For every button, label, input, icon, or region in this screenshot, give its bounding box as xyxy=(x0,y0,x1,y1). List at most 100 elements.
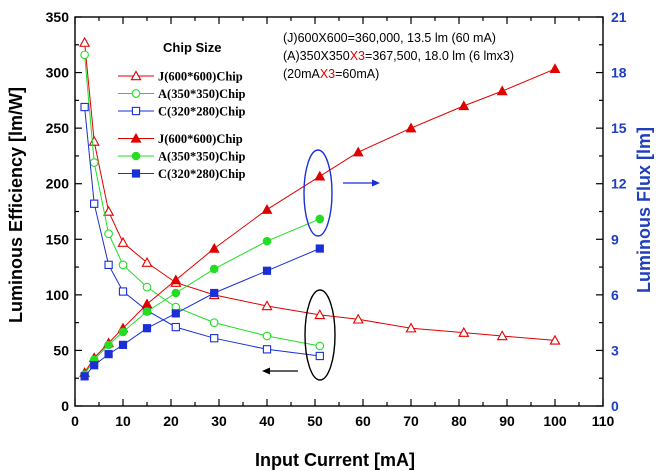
y-tick-label: 0 xyxy=(61,398,69,414)
y-tick-label: 200 xyxy=(46,176,70,192)
data-point xyxy=(142,307,152,316)
series-line-0 xyxy=(84,42,556,341)
legend-item: J(600*600)Chip xyxy=(118,70,243,84)
data-point xyxy=(209,264,219,274)
x-tick-label: 100 xyxy=(543,413,567,429)
data-point xyxy=(104,260,113,269)
note-line-2: (A)350X350X3=367,500, 18.0 lm (6 lmx3) xyxy=(283,49,514,63)
x-tick-label: 50 xyxy=(307,413,323,429)
data-point xyxy=(171,288,181,298)
data-point xyxy=(118,287,128,296)
data-point xyxy=(496,330,508,341)
right-arrow xyxy=(343,179,380,187)
data-point xyxy=(118,340,128,349)
data-point xyxy=(104,229,113,239)
note-line-3-a: (20mA xyxy=(283,67,320,81)
legend-marker xyxy=(131,106,141,116)
x-axis-title: Input Current [mA] xyxy=(255,450,415,470)
y-tick-label: 50 xyxy=(53,342,69,358)
data-point xyxy=(88,135,100,146)
note-line-2-c: =367,500, 18.0 lm (6 lmx3) xyxy=(365,49,514,63)
y-tick-label: 250 xyxy=(46,120,70,136)
legend-label: A(350*350)Chip xyxy=(158,87,246,101)
data-point xyxy=(171,309,180,318)
data-point xyxy=(262,331,272,341)
note-line-3-c: =60mA) xyxy=(335,67,379,81)
y2-tick-label: 9 xyxy=(611,231,619,247)
legend-item: C(320*280)Chip xyxy=(118,105,246,119)
data-point xyxy=(549,334,561,345)
data-point xyxy=(209,318,219,327)
legend-entries: J(600*600)Chip A(350*350)Chip C(320*280)Ch… xyxy=(118,70,246,181)
data-point xyxy=(315,244,324,253)
data-point xyxy=(315,214,325,224)
y2-tick-label: 12 xyxy=(611,176,627,192)
legend-label: C(320*280)Chip xyxy=(158,105,246,119)
note-line-3: (20mAX3=60mA) xyxy=(283,67,379,81)
legend-marker xyxy=(131,89,141,98)
y-tick-label: 100 xyxy=(46,287,70,303)
data-point xyxy=(210,334,219,343)
annotation-note: (J)600X600=360,000, 13.5 lm (60 mA) (A)3… xyxy=(283,31,514,81)
data-point xyxy=(80,102,89,112)
data-point xyxy=(262,266,272,275)
y-tick-label: 150 xyxy=(46,231,70,247)
series-4 xyxy=(80,214,325,379)
note-line-2-a: (A)350X350 xyxy=(283,49,350,63)
data-point xyxy=(208,242,220,253)
data-point xyxy=(118,260,128,270)
data-point xyxy=(315,341,325,351)
legend-label: J(600*600)Chip xyxy=(158,70,243,84)
data-point xyxy=(80,372,89,381)
data-point xyxy=(142,282,152,292)
left-arrow xyxy=(262,367,298,375)
data-point xyxy=(458,326,470,337)
data-point xyxy=(261,204,273,214)
legend-item: J(600*600)Chip xyxy=(118,132,243,146)
data-point xyxy=(405,122,417,133)
data-point xyxy=(104,350,113,359)
data-point xyxy=(90,199,99,208)
series-layer xyxy=(79,36,561,381)
series-0 xyxy=(79,36,561,345)
data-point xyxy=(262,236,272,246)
y2-axis-title: Luminous Flux [lm] xyxy=(634,127,654,293)
data-point xyxy=(170,274,182,285)
x-tick-label: 0 xyxy=(71,413,79,429)
data-point xyxy=(89,158,99,167)
data-point xyxy=(103,205,115,216)
series-5 xyxy=(80,244,324,381)
data-point xyxy=(171,322,180,332)
legend-marker xyxy=(130,132,142,143)
data-point xyxy=(90,361,99,370)
x-tick-label: 90 xyxy=(499,413,515,429)
x-tick-label: 80 xyxy=(451,413,467,429)
efficiency-group-ellipse xyxy=(304,289,336,381)
y2-tick-label: 21 xyxy=(611,9,627,25)
data-point xyxy=(261,300,273,311)
data-point xyxy=(210,288,219,298)
data-point xyxy=(352,313,364,324)
x-tick-label: 40 xyxy=(259,413,275,429)
y-tick-label: 300 xyxy=(46,65,70,81)
y-axis-title: Luminous Efficiency [lm/W] xyxy=(6,87,26,323)
note-line-3-b: X3 xyxy=(320,67,335,81)
legend-label: A(350*350)Chip xyxy=(158,150,246,164)
legend-item: A(350*350)Chip xyxy=(118,150,246,164)
data-point xyxy=(549,63,561,74)
flux-group-ellipse xyxy=(303,149,333,237)
note-line-2-b: X3 xyxy=(350,49,365,63)
data-point xyxy=(352,146,364,157)
data-point xyxy=(496,85,508,96)
legend: Chip Size J(600*600)Chip A(350*350)Chip C(… xyxy=(118,40,246,181)
x-tick-label: 20 xyxy=(163,413,179,429)
y2-tick-label: 6 xyxy=(611,287,619,303)
data-point xyxy=(315,351,324,361)
data-point xyxy=(117,236,129,247)
legend-title: Chip Size xyxy=(163,40,222,55)
legend-marker xyxy=(130,70,142,81)
x-tick-label: 60 xyxy=(355,413,371,429)
y2-tick-label: 15 xyxy=(611,120,627,136)
data-point xyxy=(141,256,153,267)
